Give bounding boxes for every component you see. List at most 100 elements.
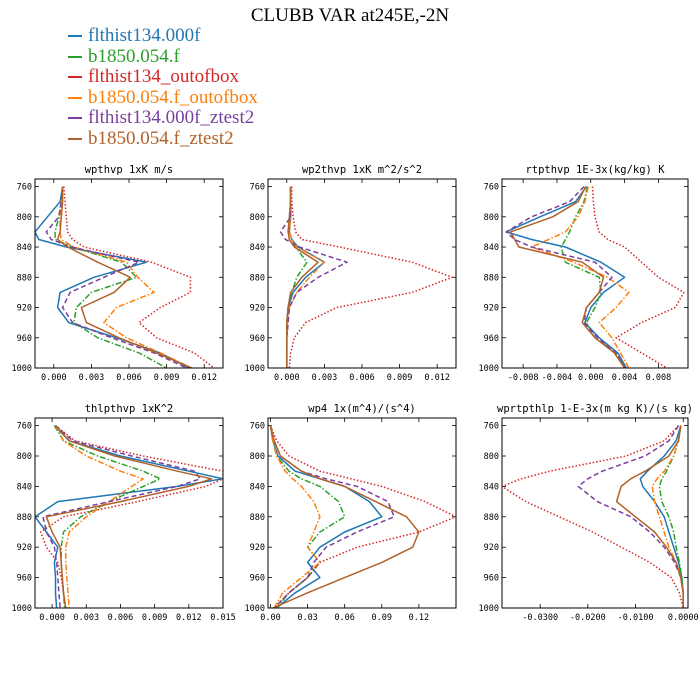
y-tick-label: 1000 xyxy=(245,604,265,614)
y-tick-label: 800 xyxy=(17,452,32,462)
legend-swatch xyxy=(68,96,82,99)
x-tick-label: 0.09 xyxy=(372,613,392,623)
panel-title: rtpthvp 1E-3x(kg/kg) K xyxy=(525,164,665,176)
legend-swatch xyxy=(68,35,82,38)
y-tick-label: 960 xyxy=(250,574,265,584)
series-line-3 xyxy=(63,186,215,368)
y-tick-label: 960 xyxy=(484,334,499,344)
y-tick-label: 920 xyxy=(484,304,499,314)
legend-swatch xyxy=(68,117,82,120)
y-tick-label: 880 xyxy=(250,513,265,523)
chart-panel-5: wp4 1x(m^4)/(s^4)76080084088092096010000… xyxy=(245,403,457,623)
series-line-3 xyxy=(591,186,685,368)
y-tick-label: 760 xyxy=(250,422,265,432)
legend-label: b1850.054.f xyxy=(88,45,180,67)
x-tick-label: -0.008 xyxy=(508,373,539,383)
y-tick-label: 880 xyxy=(17,513,32,523)
x-tick-label: 0.06 xyxy=(334,613,354,623)
series-line-4 xyxy=(269,425,321,608)
plot-frame xyxy=(267,178,457,369)
x-tick-label: 0.012 xyxy=(176,613,202,623)
series-line-2 xyxy=(658,425,684,608)
x-tick-label: 0.008 xyxy=(646,373,672,383)
series-line-6 xyxy=(56,186,192,368)
series-line-6 xyxy=(269,425,420,608)
series-line-2 xyxy=(54,186,167,368)
series-group xyxy=(505,186,685,368)
x-tick-label: 0.012 xyxy=(424,373,450,383)
x-tick-label: 0.012 xyxy=(191,373,217,383)
legend-label: flthist134.000f xyxy=(88,25,201,47)
y-tick-label: 920 xyxy=(250,304,265,314)
x-tick-label: 0.12 xyxy=(409,613,429,623)
y-tick-label: 840 xyxy=(250,243,265,253)
y-tick-label: 880 xyxy=(484,513,499,523)
series-line-5 xyxy=(279,186,348,368)
x-tick-label: 0.000 xyxy=(39,613,65,623)
y-tick-label: 880 xyxy=(17,273,32,283)
plot-frame xyxy=(501,417,689,609)
series-line-1 xyxy=(269,425,383,608)
legend-swatch xyxy=(68,76,82,79)
chart-panel-3: rtpthvp 1E-3x(kg/kg) K 760 800 840 880 920 960… xyxy=(479,164,689,383)
y-tick-label: 960 xyxy=(484,574,499,584)
y-tick-label: 920 xyxy=(17,543,32,553)
series-line-6 xyxy=(615,425,684,608)
x-tick-label: 0.000 xyxy=(578,373,604,383)
y-tick-label: 920 xyxy=(17,304,32,314)
legend-label: flthist134.000f_ztest2 xyxy=(88,107,255,129)
y-tick-label: 760 xyxy=(17,183,32,193)
figure-title: CLUBB VAR at245E,-2N xyxy=(250,5,450,26)
legend-swatch xyxy=(68,137,82,140)
series-line-4 xyxy=(530,186,630,368)
series-line-6 xyxy=(286,186,319,368)
series-line-2 xyxy=(560,186,626,368)
y-tick-label: 1000 xyxy=(479,604,499,614)
series-line-6 xyxy=(45,425,213,608)
series-line-3 xyxy=(39,425,223,608)
plot-frame xyxy=(34,178,224,369)
x-tick-label: 0.000 xyxy=(274,373,300,383)
series-line-1 xyxy=(35,186,190,368)
series-group xyxy=(269,425,456,608)
series-line-1 xyxy=(35,425,223,608)
panel-title: thlpthvp 1xK^2 xyxy=(85,403,174,415)
y-tick-label: 1000 xyxy=(479,364,499,374)
legend-label: b1850.054.f_outofbox xyxy=(88,86,258,108)
y-tick-label: 800 xyxy=(484,452,499,462)
legend-entry: b1850.054.f_outofbox xyxy=(68,86,258,109)
series-line-2 xyxy=(269,425,346,608)
y-tick-label: 760 xyxy=(484,183,499,193)
x-tick-label: 0.03 xyxy=(297,613,317,623)
chart-panel-6: wprtpthlp 1-E-3x(m kg K)/(s kg) 760 800 840… xyxy=(479,403,699,623)
y-tick-label: 760 xyxy=(17,422,32,432)
x-tick-label: 0.009 xyxy=(154,373,180,383)
x-tick-label: 0.00 xyxy=(260,613,280,623)
series-line-4 xyxy=(651,425,684,608)
x-tick-label: 0.003 xyxy=(312,373,338,383)
y-tick-label: 960 xyxy=(17,334,32,344)
series-line-3 xyxy=(502,425,684,608)
chart-panel-4: thlpthvp 1xK^2 760 800 840 880 920 960 1000 0.00… xyxy=(12,403,236,623)
y-tick-label: 920 xyxy=(250,543,265,553)
chart-panel-2: wp2thvp 1xK m^2/s^2 760 800 840 880 920 960 100… xyxy=(245,164,457,383)
panel-title: wprtpthlp 1-E-3x(m kg K)/(s kg) xyxy=(497,403,693,415)
legend-entry: flthist134_outofbox xyxy=(68,67,258,88)
x-tick-label: 0.006 xyxy=(108,613,134,623)
x-tick-label: 0.006 xyxy=(116,373,142,383)
y-tick-label: 760 xyxy=(484,422,499,432)
series-group xyxy=(35,425,223,608)
legend-label: b1850.054.f_ztest2 xyxy=(88,127,234,149)
series-group xyxy=(279,186,453,368)
series-line-1 xyxy=(639,425,684,608)
series-group xyxy=(502,425,684,608)
legend-swatch xyxy=(68,55,82,58)
series-line-5 xyxy=(42,425,201,608)
y-tick-label: 960 xyxy=(250,334,265,344)
y-tick-label: 880 xyxy=(250,273,265,283)
series-line-5 xyxy=(45,186,188,368)
series-line-5 xyxy=(269,425,395,608)
x-tick-label: 0.015 xyxy=(210,613,236,623)
series-line-5 xyxy=(505,186,626,368)
